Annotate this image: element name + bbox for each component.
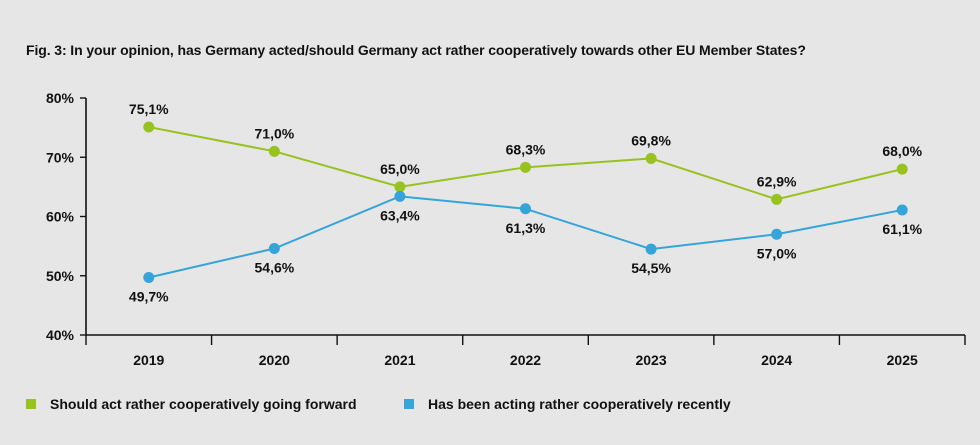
data-point <box>394 190 406 202</box>
data-point <box>645 152 657 164</box>
legend-swatch <box>404 399 414 409</box>
data-label: 54,6% <box>255 259 295 275</box>
y-tick-label: 60% <box>46 209 75 225</box>
data-point <box>771 193 783 205</box>
data-label: 49,7% <box>129 289 169 305</box>
data-label: 68,0% <box>882 143 922 159</box>
data-label: 54,5% <box>631 260 671 276</box>
data-point <box>143 121 155 133</box>
data-label: 65,0% <box>380 161 420 177</box>
data-point <box>394 181 406 193</box>
series-points <box>143 121 908 284</box>
x-tick-label: 2021 <box>384 352 415 368</box>
chart-title: Fig. 3: In your opinion, has Germany act… <box>26 42 806 58</box>
x-tick-label: 2023 <box>635 352 666 368</box>
legend-swatch <box>26 399 36 409</box>
data-point <box>771 228 783 240</box>
data-label: 62,9% <box>757 173 797 189</box>
x-tick-label: 2022 <box>510 352 541 368</box>
y-tick-label: 70% <box>46 149 75 165</box>
y-tick-label: 50% <box>46 268 75 284</box>
data-point <box>645 243 657 255</box>
x-tick-label: 2019 <box>133 352 164 368</box>
data-point <box>268 242 280 254</box>
x-tick-label: 2020 <box>259 352 290 368</box>
axis-ticks: 40% 50% 60% 70% 80% 2019 2020 2021 2022 2023 2024 2… <box>46 90 966 368</box>
data-label: 69,8% <box>631 132 671 148</box>
data-point <box>520 203 531 215</box>
data-labels: 75,1% 71,0% 65,0% 68,3% 69,8% 62,9% 68,0% 49,7%… <box>129 101 923 304</box>
data-point <box>896 204 908 216</box>
y-tick-label: 40% <box>46 327 75 343</box>
data-label: 61,1% <box>882 221 922 237</box>
legend-label: Should act rather cooperatively going fo… <box>50 396 357 412</box>
data-label: 63,4% <box>380 207 420 223</box>
y-tick-label: 80% <box>46 90 75 106</box>
data-label: 75,1% <box>129 101 169 117</box>
legend-label: Has been acting rather cooperatively rec… <box>428 396 731 412</box>
data-label: 68,3% <box>506 141 546 157</box>
axes <box>85 98 965 336</box>
data-point <box>268 145 280 157</box>
data-point <box>143 272 155 284</box>
x-tick-label: 2025 <box>887 352 918 368</box>
legend: Should act rather cooperatively going fo… <box>26 396 731 412</box>
data-label: 57,0% <box>757 245 797 261</box>
x-tick-label: 2024 <box>761 352 792 368</box>
data-label: 71,0% <box>255 125 295 141</box>
data-point <box>896 163 908 175</box>
data-label: 61,3% <box>506 220 546 236</box>
data-point <box>520 161 531 173</box>
